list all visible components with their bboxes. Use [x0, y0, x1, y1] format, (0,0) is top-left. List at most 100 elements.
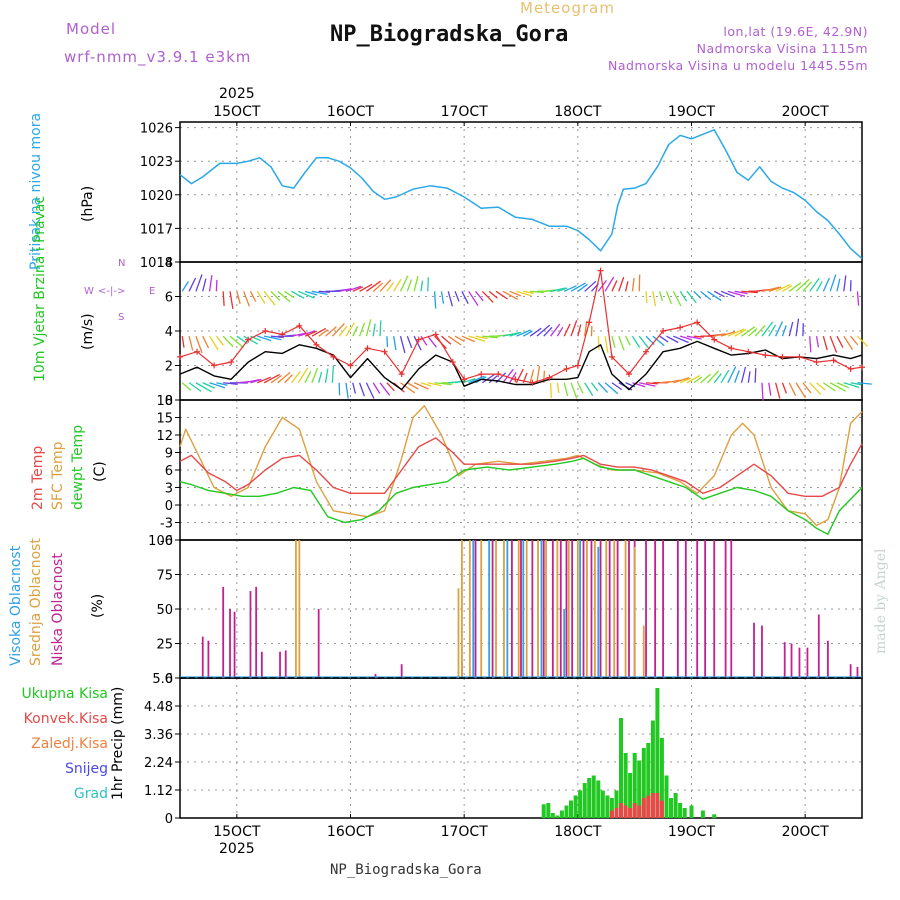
wind-barb — [208, 275, 213, 292]
compass-south: S — [118, 312, 125, 323]
wind-barb — [563, 323, 571, 337]
wind-barb — [345, 285, 362, 292]
precip-bar — [555, 815, 560, 818]
y-tick-label: 25 — [156, 638, 173, 653]
gust-marker — [461, 376, 468, 383]
wind-barb — [761, 382, 764, 401]
y-tick-label: 1014 — [140, 256, 173, 271]
precip-bar — [591, 775, 596, 818]
y-tick-label: 1.12 — [144, 784, 173, 799]
wind-barb — [263, 335, 282, 341]
wind-barb — [720, 369, 730, 384]
wind-barb — [822, 382, 836, 392]
wind-barb — [291, 332, 306, 337]
wind-barb — [693, 376, 703, 384]
wind-barb — [550, 323, 561, 337]
wind-barb — [338, 325, 348, 337]
wind-barb — [604, 336, 609, 353]
wind-barb — [829, 274, 837, 292]
gust-marker — [762, 352, 769, 359]
gust-marker — [194, 348, 201, 355]
wind-barb — [461, 335, 475, 343]
compass-east: E — [149, 286, 156, 297]
wind-barb — [809, 336, 812, 353]
gust-marker — [859, 364, 865, 371]
bottom-date-label-18oct: 18OCT — [554, 824, 602, 840]
wind-barb — [536, 324, 551, 337]
wind-barb — [202, 382, 215, 389]
wind-barb — [209, 382, 226, 389]
gust-marker — [728, 345, 735, 352]
wind-barb — [304, 290, 318, 296]
wind-barb — [720, 290, 736, 298]
wind-barb — [209, 335, 219, 351]
y-tick-label: 18 — [156, 394, 173, 409]
wind-barb — [263, 373, 281, 384]
wind-barb — [331, 365, 335, 383]
wind-barb — [665, 291, 673, 304]
wind-barb — [693, 290, 702, 299]
wind-barb — [618, 276, 625, 292]
wind-barb — [331, 323, 345, 337]
wind-barb — [297, 290, 315, 299]
wind-barb — [563, 382, 569, 397]
precip-bar — [605, 795, 610, 818]
wind-barb — [734, 329, 747, 337]
wind-barb — [795, 318, 800, 337]
wind-barb — [686, 290, 697, 304]
y-tick-label: 0 — [165, 672, 173, 687]
y-tick-label: 4.48 — [144, 700, 173, 715]
gust-line — [179, 270, 863, 384]
wind-barb — [420, 280, 424, 292]
wind-barb — [768, 286, 782, 292]
precip-bar — [609, 798, 614, 818]
wind-barb — [188, 382, 202, 392]
wind-barb — [277, 290, 291, 303]
wind-barb — [659, 291, 664, 302]
wind-barb — [809, 382, 822, 395]
wind-barb — [222, 335, 234, 348]
gust-marker — [643, 348, 650, 355]
wind-barb — [427, 277, 429, 292]
wind-barb — [679, 377, 692, 384]
wind-barb — [509, 372, 517, 384]
wind-barb — [843, 382, 860, 389]
wind-barb — [407, 382, 419, 390]
wind-barb — [352, 286, 364, 292]
y-tick-label: 1020 — [140, 189, 173, 204]
precip-bar — [587, 778, 592, 818]
top-date-label-19oct: 19OCT — [668, 104, 716, 120]
temp-units: (C) — [92, 461, 108, 482]
wind-barb — [427, 382, 442, 387]
wind-barb — [761, 286, 780, 292]
meteogram-label: Meteogram — [520, 0, 615, 17]
low-cloud-legend: Niska Oblacnost — [50, 553, 66, 666]
wind-barb — [352, 382, 357, 394]
wind-barb — [557, 287, 568, 292]
wind-barb — [679, 335, 692, 341]
wind-barb — [393, 278, 402, 292]
wind-barb — [236, 291, 241, 305]
precip-axis-title: 1hr Precip (mm) — [110, 686, 126, 800]
gust-marker — [529, 379, 536, 386]
gust-marker — [245, 336, 252, 343]
precip-bar — [569, 800, 573, 818]
wind-barb — [441, 335, 452, 345]
wind-barb — [604, 276, 615, 292]
wind-barb — [713, 290, 725, 298]
precip-bar — [559, 810, 564, 818]
wind-barb — [822, 336, 828, 351]
precip-bar — [659, 800, 664, 818]
wind-barb — [379, 382, 391, 396]
precip-bar — [614, 790, 619, 818]
wind-barb — [481, 373, 496, 384]
wind-barb — [529, 369, 535, 383]
wind-barb — [802, 382, 812, 394]
wind-barb — [556, 382, 560, 394]
wind-barb — [857, 382, 872, 385]
wind-barb — [270, 335, 284, 339]
wind-barb — [741, 290, 758, 294]
y-tick-label: -6 — [160, 534, 173, 549]
precip-bar — [573, 795, 578, 818]
wind-barb — [774, 382, 781, 399]
